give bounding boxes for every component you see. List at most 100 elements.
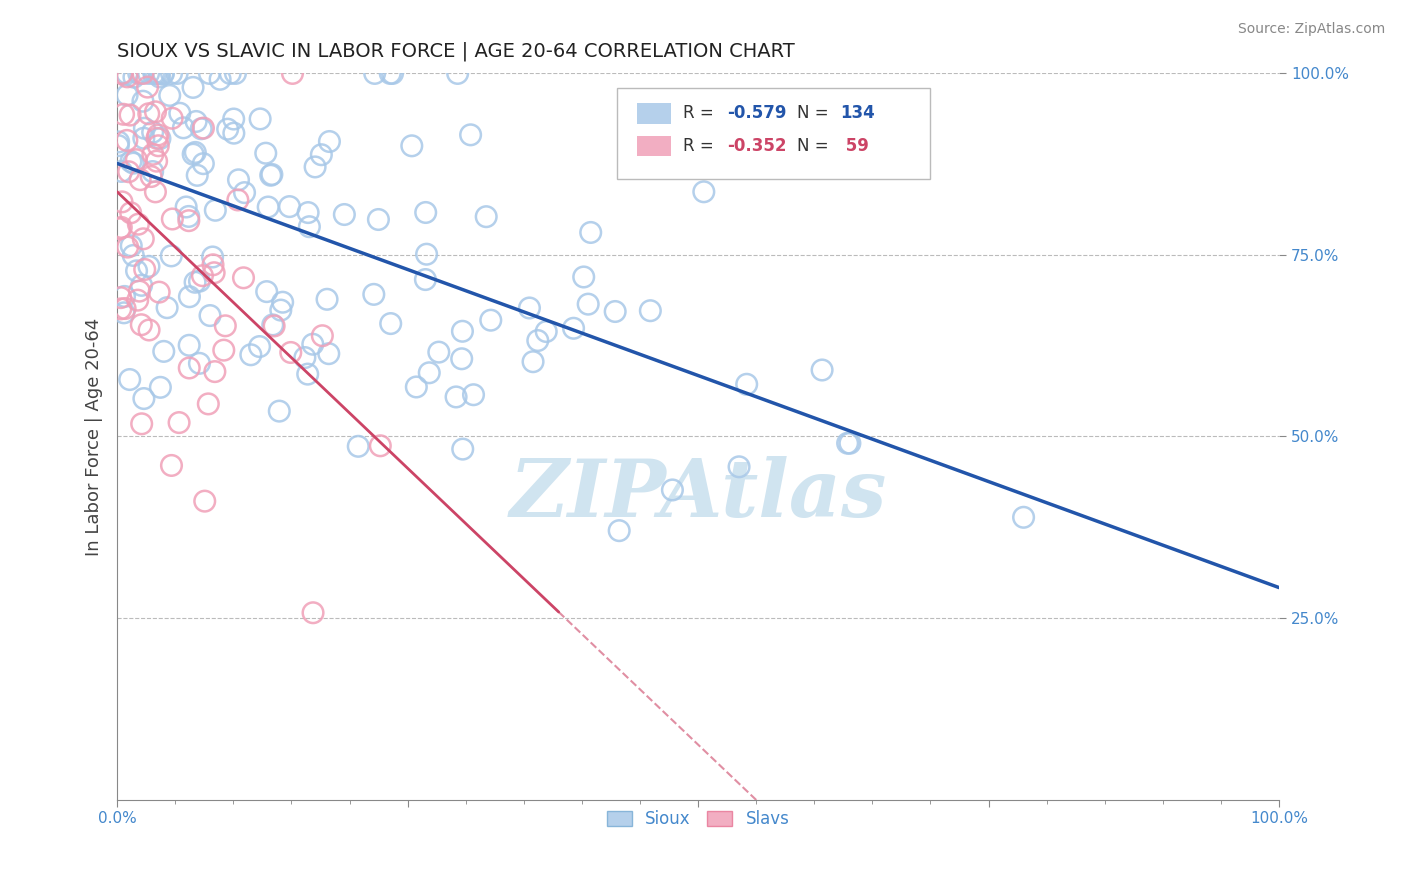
Point [156,301,179,315]
Point [186,169,208,183]
Point [120,206,142,220]
Point [475,210,498,224]
Point [381,66,404,80]
Point [190,121,212,136]
Point [270,303,292,318]
Point [209,72,232,87]
Point [138,66,160,80]
Point [214,318,236,333]
Point [217,122,239,136]
Point [204,365,226,379]
Point [572,270,595,285]
Point [297,205,319,219]
Point [160,112,183,126]
Point [177,213,200,227]
Point [562,321,585,335]
Point [302,606,325,620]
Point [271,295,294,310]
Point [254,146,277,161]
Point [120,239,142,253]
Point [219,66,242,80]
Point [228,173,250,187]
Point [579,226,602,240]
Point [112,306,135,320]
Point [450,351,472,366]
Point [239,348,262,362]
Point [333,207,356,221]
Point [117,70,139,84]
FancyBboxPatch shape [637,136,672,156]
Point [318,135,340,149]
Point [120,108,142,122]
Point [115,66,138,80]
Point [415,247,437,261]
Point [202,266,225,280]
Point [212,343,235,358]
Point [260,168,283,182]
Point [256,285,278,299]
Point [107,138,129,153]
Point [460,128,482,142]
Point [138,323,160,337]
Point [249,340,271,354]
Point [132,94,155,108]
Point [142,125,165,139]
Point [197,397,219,411]
Point [125,264,148,278]
Point [108,221,131,235]
Point [363,287,385,301]
Point [519,301,541,315]
Point [125,153,148,167]
Point [257,200,280,214]
Point [298,219,321,234]
Y-axis label: In Labor Force | Age 20-64: In Labor Force | Age 20-64 [86,318,103,556]
Point [122,156,145,170]
Point [174,200,197,214]
Point [263,318,285,333]
Point [132,131,155,145]
Point [114,301,136,316]
Point [112,107,135,121]
Point [107,135,129,149]
Point [148,66,170,80]
Point [110,301,132,316]
Point [415,205,437,219]
Point [110,220,132,235]
FancyBboxPatch shape [637,103,672,123]
Point [167,416,190,430]
Point [224,66,246,80]
Point [380,317,402,331]
Point [122,70,145,84]
Text: 59: 59 [839,137,869,155]
Point [148,285,170,299]
Point [160,66,183,80]
Point [401,138,423,153]
Point [233,186,256,200]
Point [162,212,184,227]
Point [132,232,155,246]
Point [405,380,427,394]
Text: -0.352: -0.352 [727,137,786,155]
Point [318,346,340,360]
Point [138,260,160,274]
Point [152,67,174,81]
Point [278,200,301,214]
Point [367,212,389,227]
Text: R =: R = [683,137,718,155]
Point [311,328,333,343]
Point [735,377,758,392]
Point [148,70,170,84]
Point [184,145,207,160]
Point [118,372,141,386]
Point [127,217,149,231]
Point [148,138,170,153]
Text: N =: N = [797,137,834,155]
Point [232,270,254,285]
Point [138,107,160,121]
Point [444,390,467,404]
Point [149,131,172,145]
Point [368,439,391,453]
Point [132,66,155,80]
Point [120,154,142,169]
Point [526,334,548,348]
